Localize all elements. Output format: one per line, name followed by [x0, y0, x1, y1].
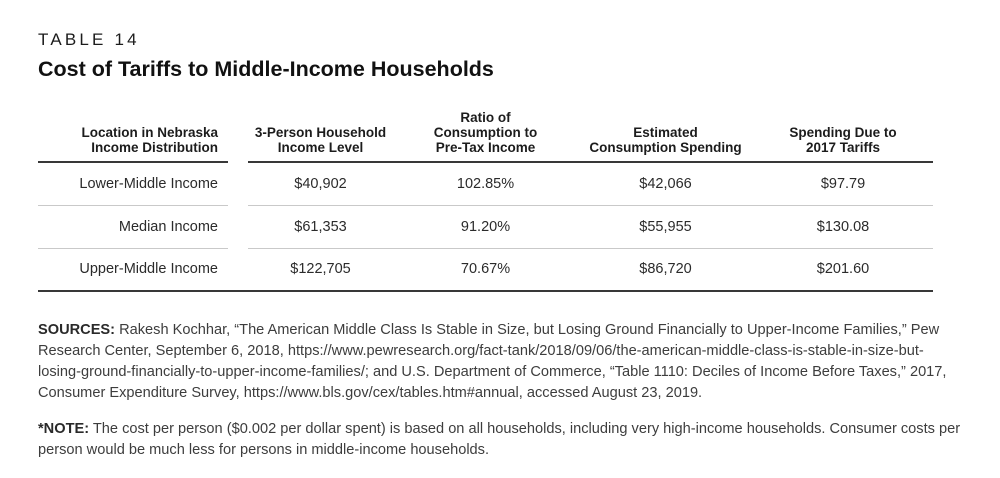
- col-header-tariff-spending: Spending Due to 2017 Tariffs: [753, 100, 933, 163]
- cell-tariff-spending: $97.79: [753, 162, 933, 206]
- table-header-row: Location in Nebraska Income Distribution…: [38, 100, 933, 163]
- cell-consumption-ratio: 91.20%: [393, 205, 578, 249]
- cell-income-level: $61,353: [248, 205, 393, 249]
- cell-location: Upper-Middle Income: [38, 248, 228, 292]
- table-row-lower-middle: Lower-Middle Income $40,902 102.85% $42,…: [38, 162, 933, 206]
- column-gap-spacer: [228, 248, 248, 292]
- cell-consumption-ratio: 70.67%: [393, 248, 578, 292]
- note-text: The cost per person ($0.002 per dollar s…: [38, 421, 961, 458]
- table-row-median: Median Income $61,353 91.20% $55,955 $13…: [38, 205, 933, 249]
- column-gap-spacer: [228, 162, 248, 205]
- cell-income-level: $40,902: [248, 162, 393, 206]
- cell-tariff-spending: $130.08: [753, 205, 933, 249]
- note-paragraph: *NOTE: The cost per person ($0.002 per d…: [38, 419, 964, 461]
- cell-consumption-spending: $55,955: [578, 205, 753, 249]
- table-row-upper-middle: Upper-Middle Income $122,705 70.67% $86,…: [38, 248, 933, 292]
- col-header-location: Location in Nebraska Income Distribution: [38, 100, 228, 163]
- note-label: *NOTE:: [38, 421, 90, 437]
- col-header-consumption-spending: Estimated Consumption Spending: [578, 100, 753, 163]
- table-title: Cost of Tariffs to Middle-Income Househo…: [38, 57, 494, 81]
- col-header-consumption-ratio: Ratio of Consumption to Pre-Tax Income: [393, 100, 578, 163]
- column-gap-spacer: [228, 100, 248, 162]
- sources-text: Rakesh Kochhar, “The American Middle Cla…: [38, 322, 947, 401]
- cell-tariff-spending: $201.60: [753, 248, 933, 292]
- cell-consumption-spending: $42,066: [578, 162, 753, 206]
- col-header-household-income: 3-Person Household Income Level: [248, 100, 393, 163]
- table-figure: TABLE 14 Cost of Tariffs to Middle-Incom…: [38, 30, 964, 461]
- cell-income-level: $122,705: [248, 248, 393, 292]
- data-table: Location in Nebraska Income Distribution…: [38, 100, 933, 292]
- column-gap-spacer: [228, 205, 248, 248]
- cell-location: Lower-Middle Income: [38, 162, 228, 206]
- cell-location: Median Income: [38, 205, 228, 249]
- sources-label: SOURCES:: [38, 322, 116, 338]
- cell-consumption-ratio: 102.85%: [393, 162, 578, 206]
- cell-consumption-spending: $86,720: [578, 248, 753, 292]
- table-number-label: TABLE 14: [38, 30, 140, 49]
- sources-paragraph: SOURCES: Rakesh Kochhar, “The American M…: [38, 320, 964, 404]
